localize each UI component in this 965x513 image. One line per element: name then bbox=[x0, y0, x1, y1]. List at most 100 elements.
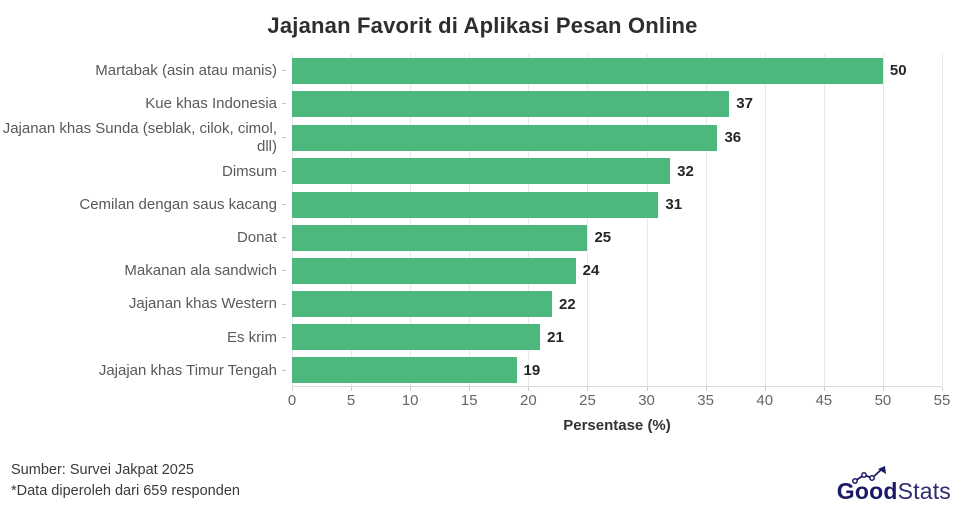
chart-row: Martabak (asin atau manis) 50 bbox=[0, 54, 965, 87]
category-label-cell: Makanan ala sandwich bbox=[0, 262, 292, 279]
x-tick-mark bbox=[646, 387, 648, 391]
bar-track: 25 bbox=[292, 221, 942, 254]
category-label: Kue khas Indonesia bbox=[145, 95, 277, 113]
x-tick-label: 55 bbox=[933, 392, 951, 409]
logo-text-light: Stats bbox=[897, 478, 951, 504]
x-axis-title: Persentase (%) bbox=[563, 417, 671, 434]
bar-track: 36 bbox=[292, 120, 942, 155]
bar bbox=[292, 191, 659, 218]
bar bbox=[292, 291, 552, 318]
x-tick-label: 0 bbox=[287, 392, 297, 409]
category-label-cell: Es krim bbox=[0, 329, 292, 346]
gridline-50 bbox=[882, 54, 884, 386]
chart-row: Jajajan khas Timur Tengah 19 bbox=[0, 354, 965, 387]
category-label: Es krim bbox=[227, 328, 277, 346]
bar-value-label: 24 bbox=[582, 262, 600, 280]
category-label-cell: Jajajan khas Timur Tengah bbox=[0, 362, 292, 379]
y-tick-mark bbox=[282, 204, 286, 206]
x-tick-mark bbox=[882, 387, 884, 391]
bar-track: 31 bbox=[292, 188, 942, 221]
footer: Sumber: Survei Jakpat 2025 *Data diperol… bbox=[0, 451, 965, 513]
bar bbox=[292, 158, 671, 185]
category-label: Dimsum bbox=[222, 162, 277, 180]
gridline-20 bbox=[528, 54, 530, 386]
x-tick-mark bbox=[705, 387, 707, 391]
y-tick-mark bbox=[282, 336, 286, 338]
chart-row: Jajanan khas Western 22 bbox=[0, 288, 965, 321]
bar-track: 19 bbox=[292, 354, 942, 387]
x-tick-mark bbox=[942, 387, 943, 391]
category-label: Makanan ala sandwich bbox=[124, 262, 277, 280]
bar bbox=[292, 324, 541, 351]
category-label-cell: Donat bbox=[0, 229, 292, 246]
bar bbox=[292, 124, 718, 151]
x-tick-label: 45 bbox=[815, 392, 833, 409]
x-tick-label: 30 bbox=[638, 392, 655, 409]
goodstats-logo: GoodStats bbox=[836, 466, 951, 504]
bar bbox=[292, 257, 576, 284]
x-tick-mark bbox=[292, 387, 293, 391]
gridline-55 bbox=[942, 54, 943, 386]
y-tick-mark bbox=[282, 303, 286, 305]
x-tick-label: 25 bbox=[579, 392, 596, 409]
respondent-note: *Data diperoleh dari 659 responden bbox=[11, 483, 240, 500]
category-label: Donat bbox=[236, 229, 277, 247]
bar-track: 37 bbox=[292, 87, 942, 120]
bar bbox=[292, 90, 730, 117]
y-tick-mark bbox=[282, 170, 286, 172]
category-label-cell: Martabak (asin atau manis) bbox=[0, 62, 292, 79]
category-label-cell: Kue khas Indonesia bbox=[0, 95, 292, 112]
x-tick-mark bbox=[823, 387, 825, 391]
category-label: Cemilan dengan saus kacang bbox=[79, 195, 277, 213]
category-label: Jajanan khas Sunda (seblak, cilok, cimol… bbox=[2, 120, 277, 155]
chart-row: Makanan ala sandwich 24 bbox=[0, 254, 965, 287]
plot-area: Martabak (asin atau manis) 50 Kue khas Ind… bbox=[0, 54, 965, 387]
x-tick-mark bbox=[587, 387, 589, 391]
bar-rows: Martabak (asin atau manis) 50 Kue khas Ind… bbox=[0, 54, 965, 387]
x-tick-mark bbox=[528, 387, 530, 391]
gridline-35 bbox=[705, 54, 707, 386]
bar-value-label: 31 bbox=[665, 196, 683, 214]
x-tick-mark bbox=[469, 387, 471, 391]
logo-text-bold: Good bbox=[836, 478, 898, 504]
x-axis: 0 5 10 15 20 25 30 35 40 45 50 55 bbox=[288, 387, 950, 413]
bar-value-label: 32 bbox=[677, 162, 694, 180]
x-tick-label: 50 bbox=[874, 392, 892, 409]
gridline-15 bbox=[469, 54, 471, 386]
bar-value-label: 25 bbox=[594, 229, 612, 247]
x-tick-mark bbox=[410, 387, 412, 391]
category-label: Jajajan khas Timur Tengah bbox=[98, 361, 277, 379]
bar-value-label: 22 bbox=[559, 295, 576, 313]
chart-row: Kue khas Indonesia 37 bbox=[0, 87, 965, 120]
chart-title: Jajanan Favorit di Aplikasi Pesan Online bbox=[267, 13, 698, 38]
bar-value-label: 37 bbox=[736, 95, 753, 113]
x-tick-label: 35 bbox=[697, 392, 714, 409]
gridlines-layer bbox=[292, 54, 943, 387]
bar-track: 21 bbox=[292, 321, 942, 354]
bar-track: 32 bbox=[292, 155, 942, 188]
x-tick-mark bbox=[351, 387, 353, 391]
gridline-10 bbox=[410, 54, 412, 386]
y-tick-mark bbox=[282, 270, 286, 272]
chart-row: Es krim 21 bbox=[0, 321, 965, 354]
trendline-icon bbox=[851, 466, 886, 484]
chart-row: Donat 25 bbox=[0, 221, 965, 254]
x-tick-label: 15 bbox=[460, 392, 478, 409]
category-label: Martabak (asin atau manis) bbox=[95, 61, 277, 79]
y-tick-mark bbox=[282, 70, 286, 72]
chart-row: Dimsum 32 bbox=[0, 155, 965, 188]
x-tick-label: 10 bbox=[401, 392, 419, 409]
bar bbox=[292, 57, 883, 84]
gridline-40 bbox=[764, 54, 766, 386]
category-label-cell: Cemilan dengan saus kacang bbox=[0, 196, 292, 213]
gridline-30 bbox=[646, 54, 648, 386]
bar-value-label: 19 bbox=[523, 361, 541, 379]
y-tick-mark bbox=[282, 237, 286, 239]
y-tick-mark bbox=[282, 369, 286, 371]
x-tick-label: 5 bbox=[346, 392, 356, 409]
x-tick-label: 40 bbox=[756, 392, 774, 409]
gridline-25 bbox=[587, 54, 589, 386]
bar-track: 50 bbox=[292, 54, 942, 87]
bar-value-label: 50 bbox=[889, 62, 907, 80]
